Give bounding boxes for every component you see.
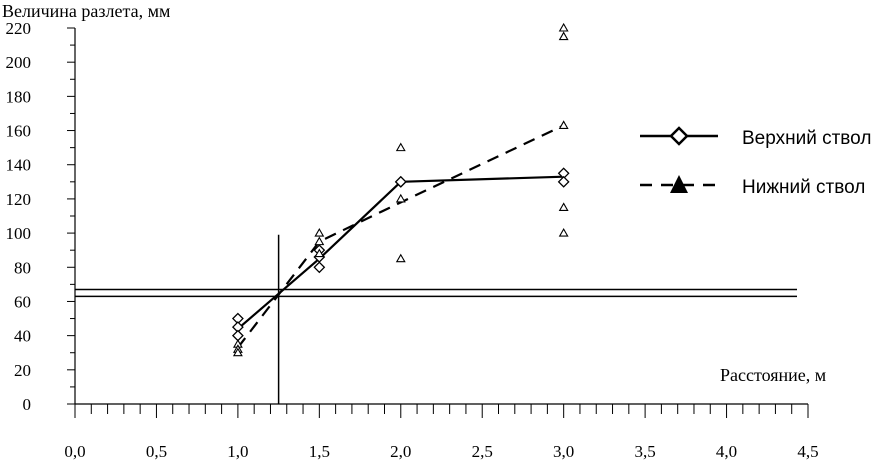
y-tick-label: 200 [6, 53, 32, 72]
x-tick-label: 0,0 [64, 442, 85, 461]
series-point-triangle [558, 31, 569, 41]
legend: Верхний ствол Нижний ствол [640, 126, 871, 198]
y-tick-label: 0 [23, 395, 32, 414]
series-point-triangle [395, 193, 406, 203]
labels: Величина разлета, мм Расстояние, м [2, 1, 826, 385]
series-point-diamond [557, 175, 570, 188]
y-tick-label: 60 [14, 292, 31, 311]
series-layer [231, 22, 570, 357]
x-tick-label: 0,5 [146, 442, 167, 461]
series-point-diamond [394, 175, 407, 188]
series-point-triangle [395, 253, 406, 263]
y-tick-label: 40 [14, 327, 31, 346]
legend-label-lower: Нижний ствол [742, 177, 865, 198]
x-tick-label: 1,5 [309, 442, 330, 461]
legend-marker-upper [669, 126, 689, 146]
x-tick-label: 1,0 [227, 442, 248, 461]
series-point-triangle [558, 22, 569, 32]
axes: 0 20 40 60 80 100 120 140 160 180 200 220 0,0 0,5 1,0 1… [6, 19, 819, 461]
y-tick-label: 220 [6, 19, 32, 38]
x-tick-label: 2,5 [472, 442, 493, 461]
x-tick-label: 4,0 [716, 442, 737, 461]
y-tick-label: 180 [6, 87, 32, 106]
y-tick-label: 100 [6, 224, 32, 243]
legend-marker-lower [670, 175, 688, 193]
x-tick-label: 4,5 [797, 442, 818, 461]
series-point-triangle [558, 120, 569, 129]
x-tick-label: 2,0 [390, 442, 411, 461]
x-axis-label: Расстояние, м [720, 365, 826, 385]
reference-lines [75, 234, 797, 404]
series-line-1 [237, 124, 565, 349]
series-point-triangle [395, 142, 406, 152]
y-tick-label: 120 [6, 190, 32, 209]
y-axis-label: Величина разлета, мм [2, 1, 170, 21]
series-point-triangle [314, 248, 325, 258]
series-point-triangle [314, 236, 325, 246]
series-point-triangle [558, 227, 569, 237]
y-tick-label: 160 [6, 122, 32, 141]
x-tick-label: 3,5 [634, 442, 655, 461]
y-tick-label: 140 [6, 156, 32, 175]
legend-label-upper: Верхний ствол [742, 128, 871, 149]
series-point-diamond [313, 261, 326, 274]
x-tick-label: 3,0 [553, 442, 574, 461]
y-tick-label: 20 [14, 361, 31, 380]
series-point-triangle [314, 227, 325, 237]
series-point-triangle [232, 347, 243, 357]
series-point-triangle [558, 202, 569, 212]
y-tick-label: 80 [14, 258, 31, 277]
